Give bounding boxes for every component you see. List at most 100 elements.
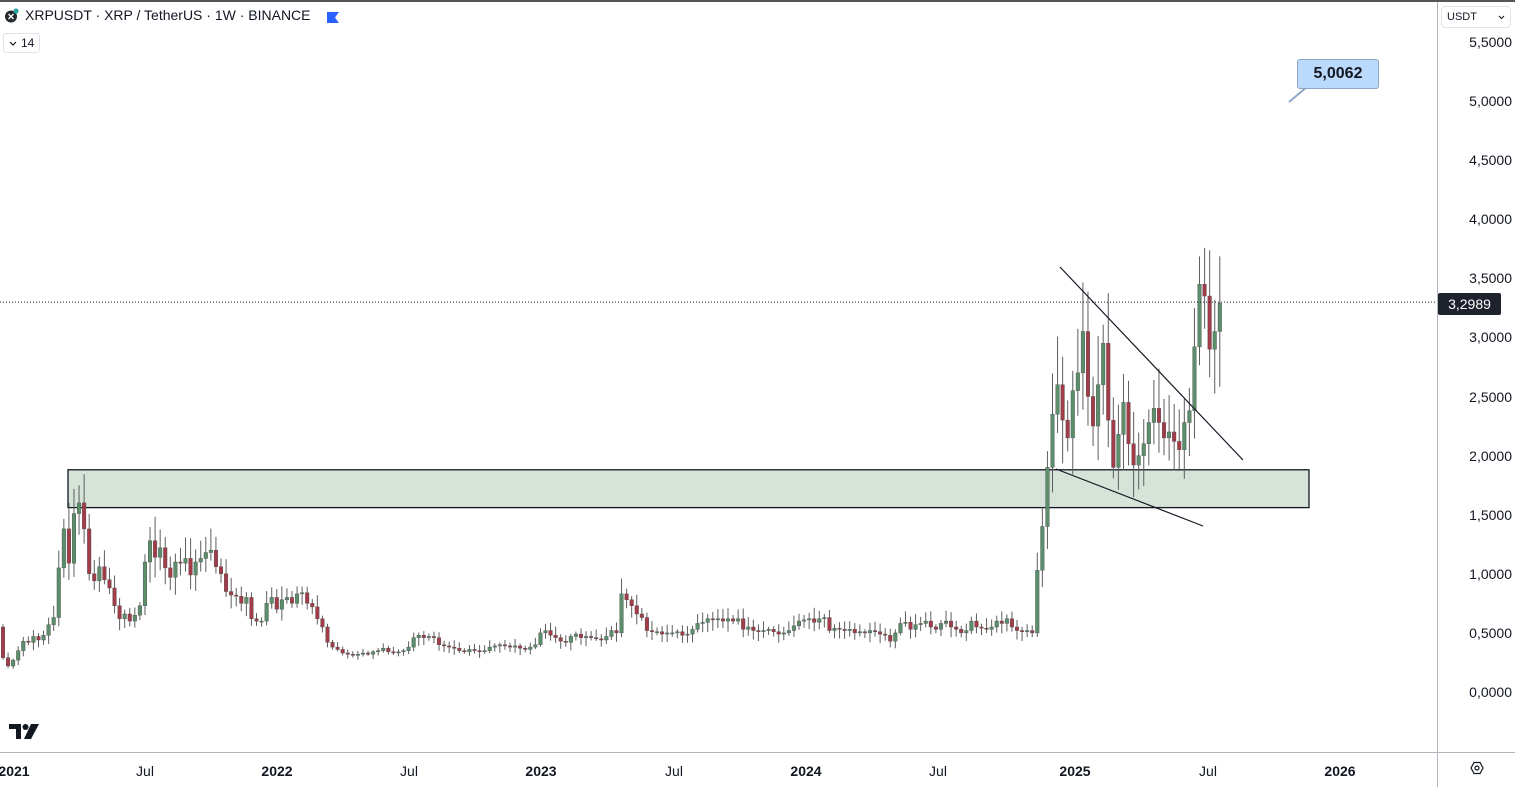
settings-corner[interactable] bbox=[1437, 752, 1515, 787]
candle-down bbox=[239, 596, 244, 604]
time-tick-label: 2023 bbox=[525, 763, 557, 779]
candle-up bbox=[482, 650, 487, 653]
settings-icon[interactable] bbox=[1470, 761, 1484, 780]
candle-up bbox=[690, 629, 695, 635]
candle-down bbox=[82, 502, 87, 530]
indicator-count: 14 bbox=[21, 36, 35, 50]
candle-up bbox=[1217, 302, 1222, 332]
time-axis[interactable]: 2021 Jul 2022 Jul 2023 Jul 2024 Jul 2025 Jul 2026 bbox=[0, 752, 1437, 787]
candle-up bbox=[198, 558, 203, 563]
candle-down bbox=[305, 592, 310, 604]
candle-up bbox=[913, 624, 918, 630]
candle-up bbox=[1212, 331, 1217, 350]
candle-down bbox=[639, 613, 644, 618]
candle-down bbox=[168, 567, 173, 578]
candle-down bbox=[1091, 396, 1096, 427]
candle-down bbox=[741, 618, 746, 630]
candle-up bbox=[781, 632, 786, 635]
candle-down bbox=[229, 591, 234, 596]
symbol-legend[interactable]: XRPUSDT · XRP / TetherUS · 1W · BINANCE bbox=[4, 7, 339, 23]
time-tick-label: 2021 bbox=[0, 763, 30, 779]
candle-up bbox=[487, 646, 492, 651]
candle-up bbox=[817, 618, 822, 623]
candle-up bbox=[173, 561, 178, 578]
candle-up bbox=[1070, 390, 1075, 439]
target-price-callout[interactable]: 5,0062 bbox=[1297, 59, 1379, 89]
candle-up bbox=[969, 620, 974, 631]
time-tick-label: Jul bbox=[1199, 763, 1217, 779]
candle-down bbox=[249, 597, 254, 619]
price-tick-label: 5,5000 bbox=[1469, 33, 1512, 50]
candle-up bbox=[898, 623, 903, 634]
candle-up bbox=[1025, 630, 1030, 632]
time-tick-label: 2024 bbox=[790, 763, 822, 779]
candle-up bbox=[761, 630, 766, 632]
candle-down bbox=[1126, 402, 1131, 444]
candle-up bbox=[259, 620, 264, 623]
candle-up bbox=[51, 617, 56, 625]
candle-up bbox=[11, 659, 16, 667]
candle-up bbox=[822, 617, 827, 619]
candle-down bbox=[442, 644, 447, 647]
candle-down bbox=[315, 606, 320, 619]
candle-down bbox=[1020, 630, 1025, 632]
candle-down bbox=[614, 630, 619, 634]
candle-down bbox=[837, 627, 842, 630]
candle-up bbox=[573, 633, 578, 637]
candle-down bbox=[1177, 441, 1182, 450]
candle-down bbox=[629, 599, 634, 606]
candle-up bbox=[807, 618, 812, 621]
support-zone-rect[interactable] bbox=[67, 469, 1310, 509]
candle-down bbox=[274, 597, 279, 610]
candle-down bbox=[578, 633, 583, 638]
price-axis[interactable]: 5,5000 5,0000 4,5000 4,0000 3,5000 3,0000 2,50… bbox=[1437, 2, 1515, 752]
candle-up bbox=[994, 620, 999, 628]
candle-up bbox=[21, 640, 26, 651]
candle-down bbox=[350, 653, 355, 656]
candle-down bbox=[310, 603, 315, 608]
tradingview-logo-icon[interactable] bbox=[9, 724, 39, 744]
candle-up bbox=[675, 631, 680, 634]
candle-up bbox=[467, 649, 472, 653]
candle-down bbox=[842, 629, 847, 631]
candle-up bbox=[528, 646, 533, 650]
price-tick-label: 3,5000 bbox=[1469, 270, 1512, 287]
candle-down bbox=[518, 645, 523, 649]
flag-icon[interactable] bbox=[326, 10, 339, 23]
candle-up bbox=[1080, 331, 1085, 374]
candle-down bbox=[447, 645, 452, 648]
candle-up bbox=[208, 549, 213, 553]
candle-down bbox=[1207, 295, 1212, 350]
candle-down bbox=[589, 636, 594, 638]
candle-down bbox=[330, 642, 335, 648]
candle-down bbox=[1162, 422, 1167, 439]
candle-down bbox=[827, 617, 832, 631]
price-tick-label: 1,5000 bbox=[1469, 506, 1512, 523]
candle-down bbox=[624, 593, 629, 601]
candle-down bbox=[776, 631, 781, 635]
candle-up bbox=[1192, 346, 1197, 411]
candle-down bbox=[852, 629, 857, 634]
candle-up bbox=[847, 629, 852, 631]
candlestick-chart[interactable] bbox=[0, 0, 1437, 752]
indicators-toggle-button[interactable]: 14 bbox=[3, 33, 41, 53]
candle-down bbox=[599, 638, 604, 641]
candle-up bbox=[918, 623, 923, 625]
candle-up bbox=[41, 635, 46, 641]
candle-down bbox=[234, 594, 239, 597]
candle-down bbox=[320, 618, 325, 628]
candle-up bbox=[295, 593, 300, 604]
candle-up bbox=[1050, 414, 1055, 468]
candle-down bbox=[107, 579, 112, 589]
time-tick-label: Jul bbox=[136, 763, 154, 779]
resistance-trendline[interactable] bbox=[1059, 266, 1244, 461]
candle-down bbox=[984, 627, 989, 630]
candle-down bbox=[878, 631, 883, 635]
currency-selector[interactable]: USDT bbox=[1441, 6, 1511, 28]
time-tick-label: 2026 bbox=[1324, 763, 1356, 779]
candle-down bbox=[1060, 384, 1065, 421]
support-trendline[interactable] bbox=[1055, 468, 1204, 527]
candle-up bbox=[1151, 408, 1156, 423]
candle-up bbox=[609, 630, 614, 637]
candle-up bbox=[1197, 284, 1202, 348]
